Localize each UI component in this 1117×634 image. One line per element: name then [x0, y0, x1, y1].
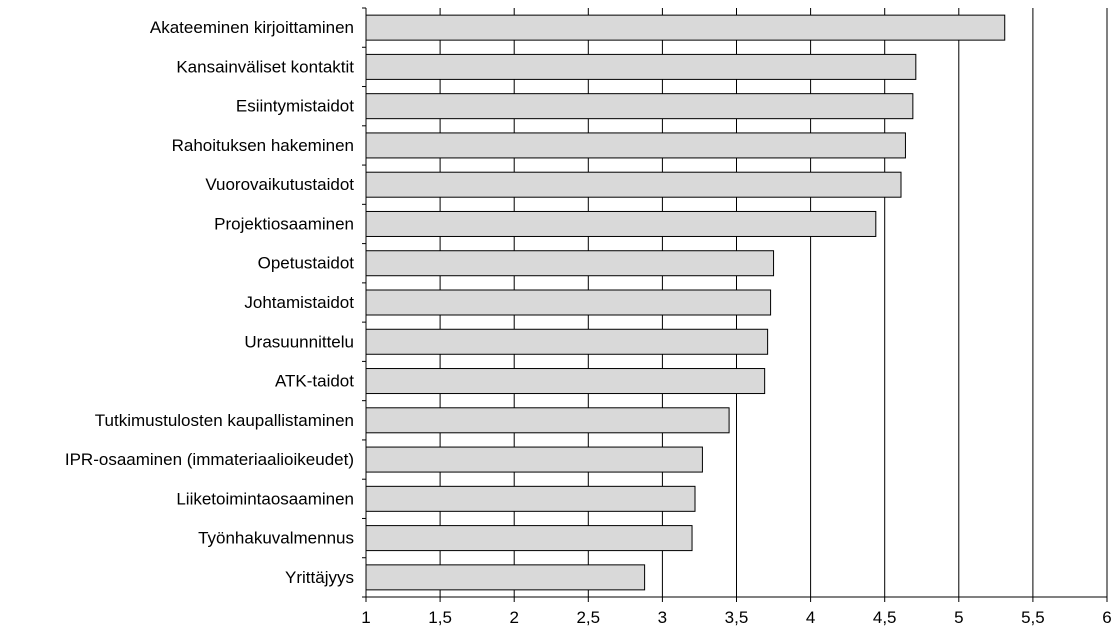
bar-6 — [365, 210, 877, 237]
category-labels: Akateeminen kirjoittaminen Kansainväliset… — [65, 18, 354, 587]
bar-15 — [365, 564, 646, 591]
category-label: Urasuunnittelu — [244, 332, 354, 351]
x-tick-label: 1,5 — [428, 608, 452, 627]
x-tick-label: 5 — [954, 608, 963, 627]
bar-9 — [365, 328, 769, 355]
category-label: Yrittäjyys — [285, 568, 354, 587]
x-tick-label: 5,5 — [1021, 608, 1045, 627]
category-label: Johtamistaidot — [244, 293, 354, 312]
bar-12 — [365, 446, 703, 473]
category-label: Opetustaidot — [258, 254, 355, 273]
tick-labels: 1 1,5 2 2,5 3 3,5 4 4,5 5 5,5 6 — [361, 608, 1111, 627]
category-label: Rahoituksen hakeminen — [172, 136, 354, 155]
category-label: Kansainväliset kontaktit — [176, 57, 354, 76]
bar-5 — [365, 171, 902, 198]
x-tick-label: 3,5 — [725, 608, 749, 627]
bar-10 — [365, 368, 766, 395]
bar-14 — [365, 525, 693, 552]
x-tick-label: 2 — [509, 608, 518, 627]
x-tick-label: 1 — [361, 608, 370, 627]
category-label: Tutkimustulosten kaupallistaminen — [95, 411, 354, 430]
axes — [362, 7, 1108, 602]
category-label: Projektiosaaminen — [214, 214, 354, 233]
x-tick-label: 4 — [806, 608, 815, 627]
bar-11 — [365, 407, 730, 434]
bar-8 — [365, 289, 772, 316]
category-label: ATK-taidot — [275, 372, 354, 391]
category-label: Liiketoimintaosaaminen — [176, 489, 354, 508]
bar-4 — [365, 132, 906, 159]
category-label: IPR-osaaminen (immateriaalioikeudet) — [65, 450, 354, 469]
x-tick-label: 6 — [1102, 608, 1111, 627]
bar-7 — [365, 250, 775, 277]
category-label: Vuorovaikutustaidot — [205, 175, 354, 194]
x-tick-label: 3 — [658, 608, 667, 627]
x-tick-label: 2,5 — [576, 608, 600, 627]
bar-2 — [365, 53, 917, 80]
category-label: Työnhakuvalmennus — [198, 529, 354, 548]
x-tick-label: 4,5 — [873, 608, 897, 627]
bars — [365, 14, 1006, 591]
category-label: Esiintymistaidot — [236, 97, 354, 116]
bar-13 — [365, 485, 696, 512]
category-label: Akateeminen kirjoittaminen — [150, 18, 354, 37]
bar-3 — [365, 93, 914, 120]
bar-1 — [365, 14, 1006, 41]
